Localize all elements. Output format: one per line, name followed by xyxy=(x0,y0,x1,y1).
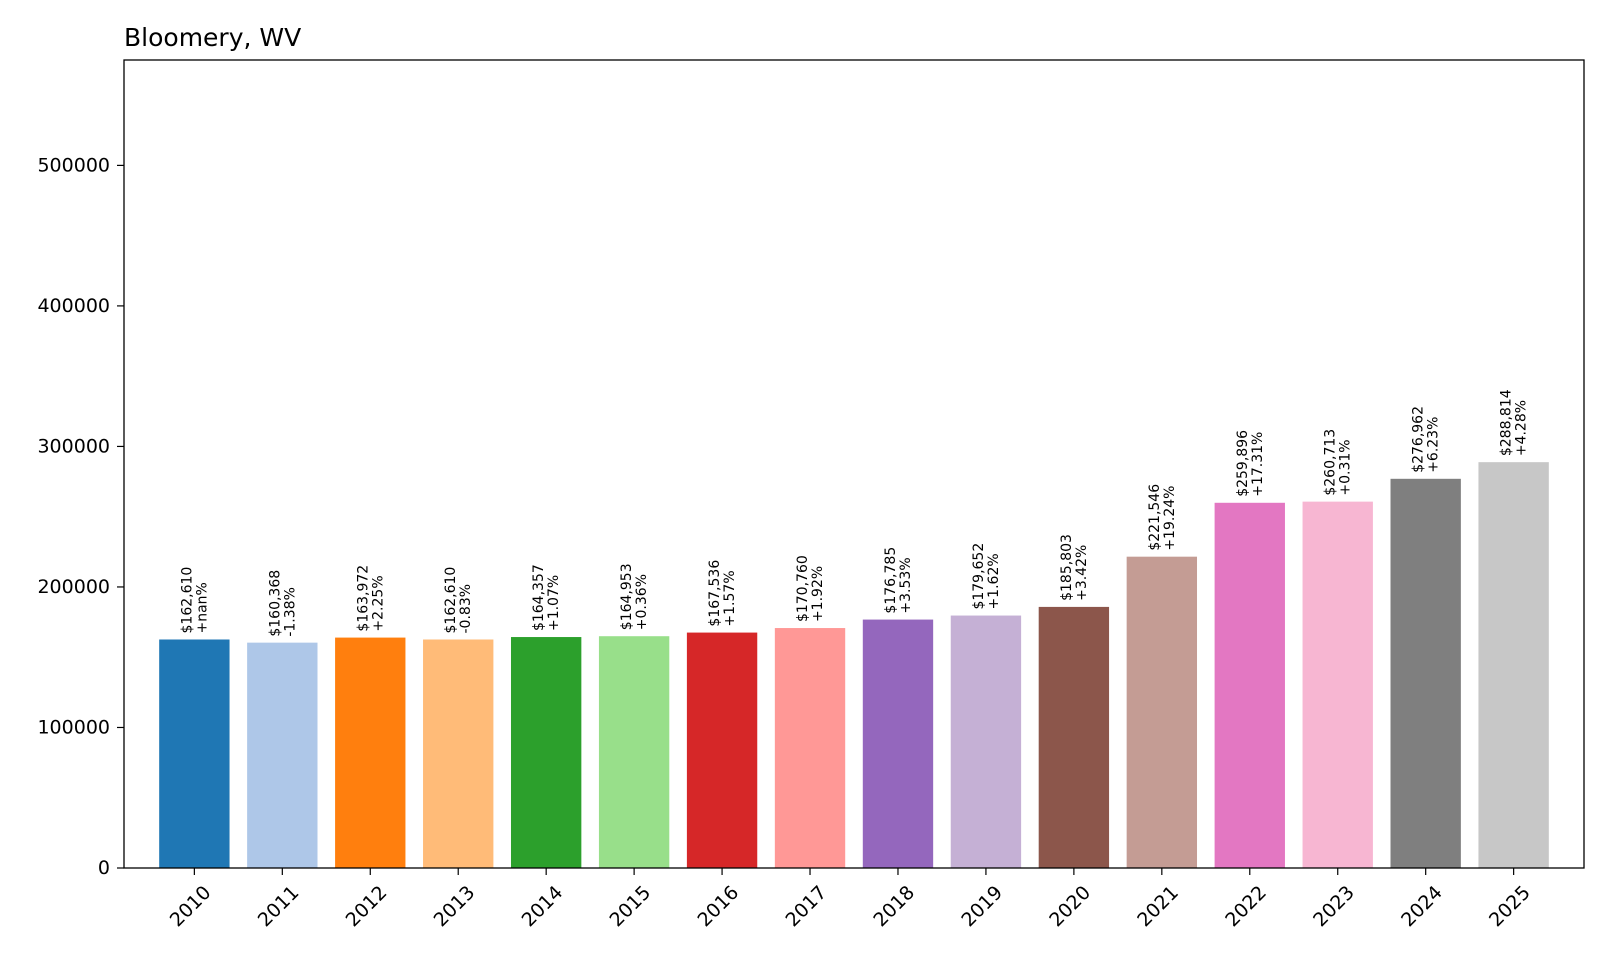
x-tick-label: 2013 xyxy=(430,882,480,932)
x-tick-label: 2023 xyxy=(1309,882,1359,932)
bar-change-label: +1.62% xyxy=(986,553,1002,609)
bar-change-label: +1.07% xyxy=(546,575,562,631)
y-axis: 0 100000 200000 300000 400000 500000 xyxy=(37,154,124,879)
x-tick-label: 2017 xyxy=(781,882,831,932)
bar-2013 xyxy=(423,639,494,868)
bar-value-label: $162,610 xyxy=(443,567,459,634)
bar-2012 xyxy=(335,637,406,868)
bar-change-label: -1.38% xyxy=(282,587,298,637)
x-tick-label: 2024 xyxy=(1397,882,1447,932)
bar-2023 xyxy=(1302,501,1373,868)
x-tick-label: 2016 xyxy=(693,882,743,932)
chart-title: Bloomery, WV xyxy=(124,23,301,52)
bar-change-label: -0.83% xyxy=(458,584,474,634)
bar-2022 xyxy=(1214,502,1285,868)
y-tick-label: 0 xyxy=(98,857,110,879)
bar-change-label: +3.53% xyxy=(898,557,914,613)
bar-value-label: $276,962 xyxy=(1411,406,1427,473)
bar-value-label: $162,610 xyxy=(179,567,195,634)
bar-2014 xyxy=(510,637,582,868)
bar-2019 xyxy=(950,615,1022,868)
bar-2010 xyxy=(159,639,230,868)
bar-value-label: $221,546 xyxy=(1147,484,1163,551)
y-tick-label: 300000 xyxy=(37,435,110,457)
bar-change-label: +3.42% xyxy=(1074,545,1090,601)
bar-change-label: +1.57% xyxy=(722,570,738,626)
x-tick-label: 2011 xyxy=(254,882,304,932)
bar-value-label: $164,953 xyxy=(619,563,635,630)
bars-group xyxy=(159,462,1549,868)
bar-change-label: +17.31% xyxy=(1250,432,1266,497)
bar-value-label: $288,814 xyxy=(1499,389,1515,456)
x-tick-label: 2012 xyxy=(342,882,392,932)
bar-2021 xyxy=(1126,556,1198,868)
bar-value-label: $179,652 xyxy=(971,543,987,610)
bar-change-label: +19.24% xyxy=(1162,486,1178,551)
bar-change-label: +0.31% xyxy=(1338,439,1354,495)
bar-2011 xyxy=(247,642,318,868)
x-tick-label: 2018 xyxy=(869,882,919,932)
bar-2024 xyxy=(1390,478,1461,868)
y-tick-label: 400000 xyxy=(37,295,110,317)
bar-change-label: +4.28% xyxy=(1514,400,1530,456)
bar-2018 xyxy=(862,619,934,868)
y-tick-label: 200000 xyxy=(37,576,110,598)
bar-value-label: $160,368 xyxy=(267,570,283,637)
bar-value-label: $176,785 xyxy=(883,547,899,614)
bar-value-label: $170,760 xyxy=(795,555,811,622)
bar-change-label: +2.25% xyxy=(370,575,386,631)
bar-value-label: $163,972 xyxy=(355,565,371,632)
bar-2017 xyxy=(774,628,846,868)
x-tick-label: 2022 xyxy=(1221,882,1271,932)
bar-change-label: +6.23% xyxy=(1426,417,1442,473)
bar-2025 xyxy=(1478,462,1549,868)
bar-value-label: $259,896 xyxy=(1235,430,1251,497)
x-tick-label: 2015 xyxy=(606,882,656,932)
bar-2015 xyxy=(598,636,670,868)
bar-labels-group: $162,610 +nan% $160,368 -1.38% $163,972 +2.25… xyxy=(179,389,1529,636)
x-tick-label: 2025 xyxy=(1485,882,1535,932)
bar-2016 xyxy=(686,632,758,868)
x-axis: 2010 2011 2012 2013 2014 2015 2016 2017 2018 2019… xyxy=(166,868,1535,931)
x-tick-label: 2010 xyxy=(166,882,216,932)
plot-frame xyxy=(123,59,1585,869)
bar-value-label: $185,803 xyxy=(1059,534,1075,601)
bar-change-label: +1.92% xyxy=(810,566,826,622)
bar-change-label: +nan% xyxy=(194,582,210,633)
bar-change-label: +0.36% xyxy=(634,574,650,630)
y-tick-label: 500000 xyxy=(37,154,110,176)
bar-value-label: $260,713 xyxy=(1323,429,1339,496)
bar-2020 xyxy=(1038,606,1110,868)
bar-value-label: $167,536 xyxy=(707,560,723,627)
bar-value-label: $164,357 xyxy=(531,564,547,631)
x-tick-label: 2014 xyxy=(518,882,568,932)
x-tick-label: 2019 xyxy=(957,882,1007,932)
y-tick-label: 100000 xyxy=(37,716,110,738)
x-tick-label: 2020 xyxy=(1045,882,1095,932)
x-tick-label: 2021 xyxy=(1133,882,1183,932)
